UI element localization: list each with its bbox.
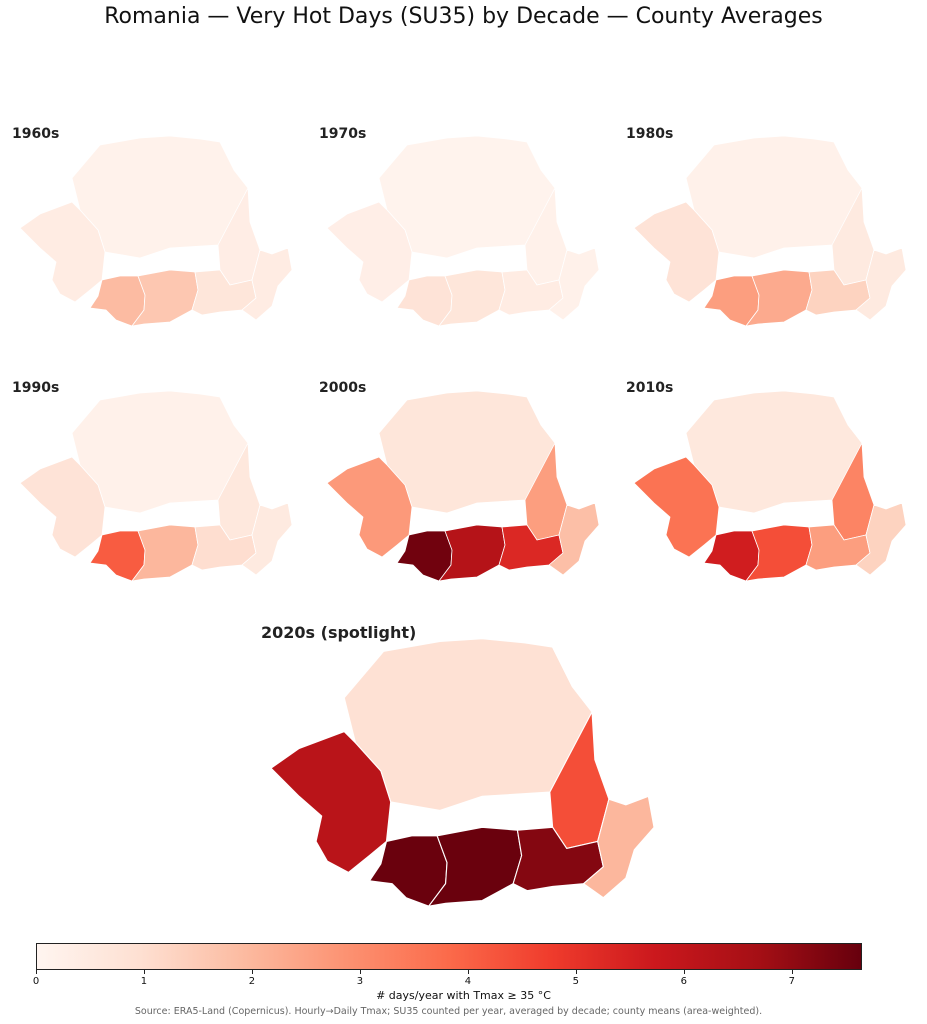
region-south	[438, 269, 506, 327]
colorbar-tick-label: 3	[356, 976, 364, 987]
map-1980s	[633, 135, 907, 327]
region-south	[428, 826, 523, 907]
colorbar-tick-label: 2	[248, 976, 256, 987]
region-south	[131, 269, 199, 327]
region-south	[131, 524, 199, 582]
region-west	[19, 201, 106, 303]
colorbar-tick-label: 1	[140, 976, 148, 987]
colorbar-tick	[575, 970, 577, 974]
panel-label-1990s: 1990s	[12, 380, 60, 396]
map-1990s	[19, 390, 293, 582]
panel-label-2010s: 2010s	[626, 380, 674, 396]
colorbar-tick	[359, 970, 361, 974]
colorbar-tick	[36, 970, 37, 974]
region-dobrogea	[241, 502, 293, 576]
panel-label-1980s: 1980s	[626, 126, 674, 142]
colorbar-tick-label: 6	[680, 976, 688, 987]
region-west	[326, 201, 413, 303]
colorbar-tick-label: 4	[464, 976, 472, 987]
region-west	[633, 201, 720, 303]
colorbar-tick-label: 7	[788, 976, 795, 987]
panel-label-2020s: 2020s (spotlight)	[261, 623, 417, 642]
region-south	[438, 524, 506, 582]
region-south	[745, 524, 813, 582]
colorbar-tick	[143, 970, 145, 974]
region-west	[19, 456, 106, 558]
region-dobrogea	[855, 247, 907, 321]
map-2020s-spotlight	[270, 638, 655, 907]
colorbar-tick-label: 5	[572, 976, 580, 987]
map-1960s	[19, 135, 293, 327]
colorbar-tick-label: 0	[32, 976, 40, 987]
region-dobrogea	[855, 502, 907, 576]
colorbar-tick	[467, 970, 469, 974]
region-dobrogea	[583, 795, 655, 899]
region-dobrogea	[548, 247, 600, 321]
source-note: Source: ERA5-Land (Copernicus). Hourly→D…	[134, 1006, 763, 1017]
map-2000s	[326, 390, 600, 582]
figure-title: Romania — Very Hot Days (SU35) by Decade…	[104, 4, 823, 29]
colorbar-tick	[251, 970, 253, 974]
region-west	[633, 456, 720, 558]
colorbar-tick	[683, 970, 685, 974]
region-south	[745, 269, 813, 327]
panel-label-1970s: 1970s	[319, 126, 367, 142]
panel-label-1960s: 1960s	[12, 126, 60, 142]
colorbar-ticks: 0 1 2 3 4 5 6 7	[32, 970, 862, 992]
colorbar	[36, 943, 862, 970]
colorbar-tick	[791, 970, 793, 974]
region-dobrogea	[548, 502, 600, 576]
region-west	[270, 731, 392, 873]
region-dobrogea	[241, 247, 293, 321]
panel-label-2000s: 2000s	[319, 380, 367, 396]
map-1970s	[326, 135, 600, 327]
colorbar-label: # days/year with Tmax ≥ 35 °C	[376, 989, 551, 1002]
region-west	[326, 456, 413, 558]
map-2010s	[633, 390, 907, 582]
